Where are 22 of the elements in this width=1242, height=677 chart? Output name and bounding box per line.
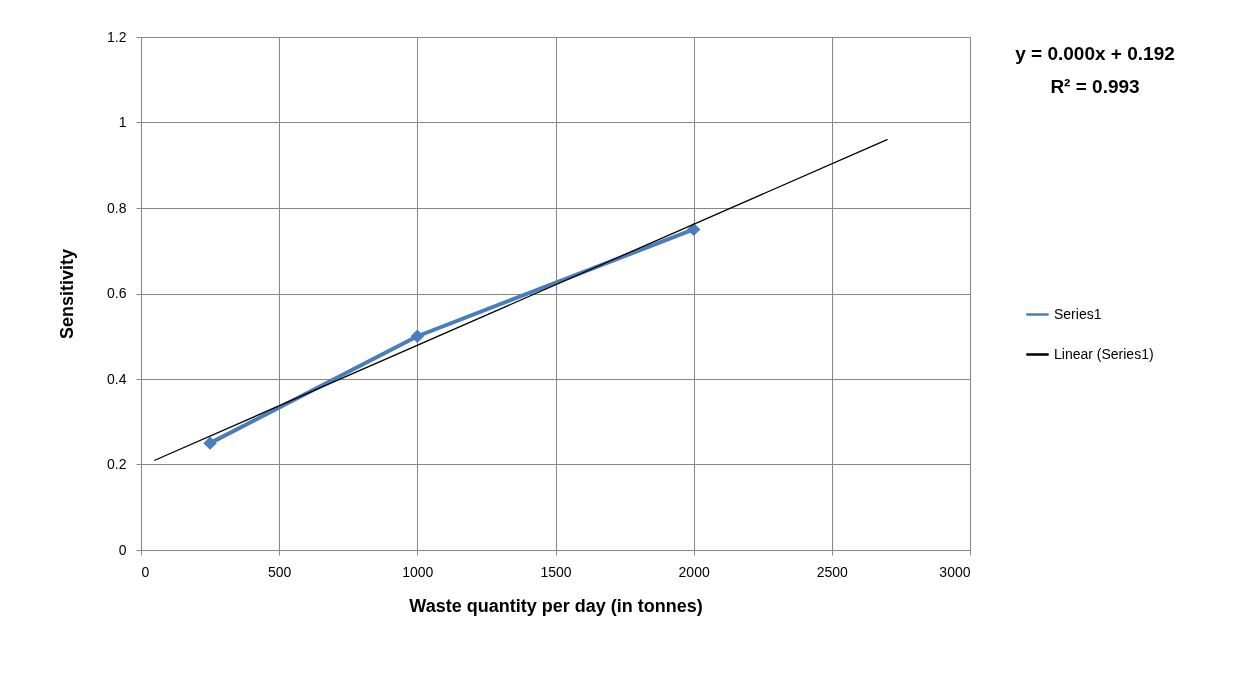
y-tick-label: 1.2: [107, 28, 127, 45]
x-tick-label: 0: [141, 563, 150, 580]
text: y = 0.000x + 0.192: [1015, 43, 1175, 64]
x-tick-label: 1500: [540, 563, 572, 580]
y-tick-label: 1: [118, 114, 127, 130]
x-tick-label: 500: [267, 563, 292, 580]
y-tick-label: 0: [118, 541, 127, 558]
legend-label: Series1: [1054, 305, 1102, 322]
y-tick-label: 0.6: [107, 285, 127, 301]
x-axis-title: Waste quantity per day (in tonnes): [409, 595, 703, 616]
x-tick-label: 1000: [402, 563, 434, 580]
text: R² = 0.993: [1050, 76, 1140, 97]
point: [203, 436, 217, 450]
x-tick-label: 2500: [816, 563, 849, 580]
y-axis-title: Sensitivity: [57, 248, 78, 340]
x-tick-label: 3000: [939, 563, 971, 580]
legend-label: Linear (Series1): [1054, 345, 1154, 362]
y-tick-label: 0.4: [107, 370, 127, 387]
point: [410, 329, 425, 343]
y-tick-label: 0.2: [107, 456, 127, 472]
x-tick-label: 2000: [678, 563, 710, 580]
y-tick-label: 0.8: [107, 199, 127, 216]
